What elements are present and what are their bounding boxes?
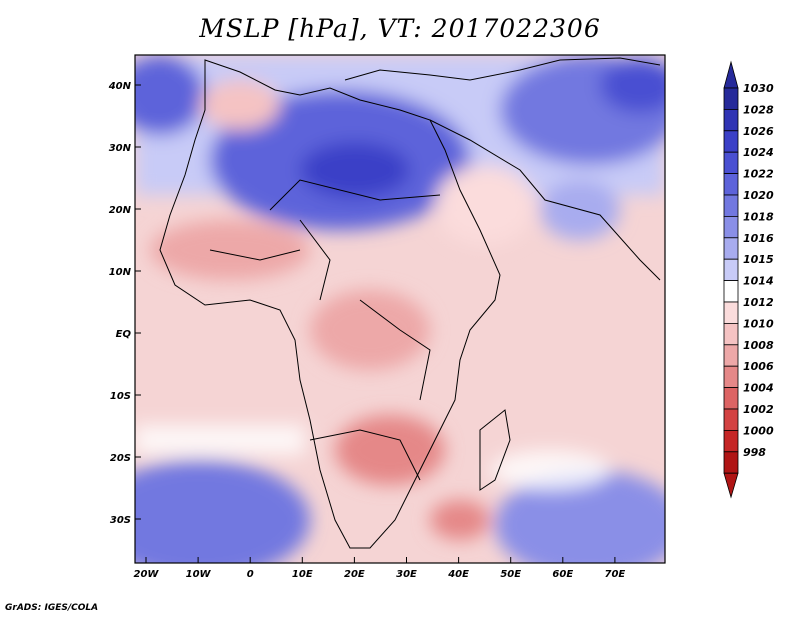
colorbar-swatch bbox=[723, 365, 739, 389]
lon-label: 20E bbox=[344, 569, 365, 580]
colorbar-label: 1024 bbox=[743, 146, 774, 159]
colorbar-swatch bbox=[723, 109, 739, 132]
colorbar-label: 1010 bbox=[743, 317, 774, 330]
lon-label: 10W bbox=[186, 569, 212, 580]
colorbar-label: 1028 bbox=[743, 103, 774, 116]
lon-label: 0 bbox=[247, 569, 254, 580]
colorbar-label: 1000 bbox=[743, 424, 774, 437]
colorbar-swatch bbox=[723, 322, 739, 346]
longitude-labels: 20W 10W 0 10E 20E 30E 40E 50E 60E 70E bbox=[134, 569, 626, 580]
colorbar-swatch bbox=[723, 151, 739, 174]
pressure-field bbox=[135, 55, 665, 563]
colorbar-label: 1004 bbox=[743, 382, 774, 395]
colorbar-bottom-arrow bbox=[723, 472, 739, 499]
lon-label: 10E bbox=[292, 569, 313, 580]
lat-label: 10S bbox=[110, 391, 131, 402]
lon-label: 20W bbox=[134, 569, 160, 580]
colorbar-swatch bbox=[723, 237, 739, 260]
lat-label: 10N bbox=[109, 267, 132, 278]
colorbar-swatch bbox=[723, 344, 739, 367]
colorbar-swatch bbox=[723, 387, 739, 410]
colorbar-label: 1016 bbox=[743, 232, 774, 245]
map-title: MSLP [hPa], VT: 2017022306 bbox=[199, 14, 601, 43]
axis-ticks bbox=[135, 84, 616, 563]
colorbar-label: 1030 bbox=[743, 82, 774, 95]
lat-label: 30S bbox=[110, 515, 131, 526]
lat-label: 30N bbox=[109, 143, 132, 154]
colorbar-top-arrow bbox=[723, 60, 739, 89]
colorbar-label: 1015 bbox=[743, 253, 774, 266]
colorbar-label: 1014 bbox=[743, 275, 774, 288]
colorbar-swatch bbox=[723, 173, 739, 196]
colorbar-label: 1008 bbox=[743, 339, 774, 352]
lon-label: 60E bbox=[552, 569, 573, 580]
colorbar-label: 1022 bbox=[743, 168, 774, 181]
credit-text: GrADS: IGES/COLA bbox=[5, 603, 99, 613]
colorbar-swatch bbox=[723, 301, 739, 324]
colorbar-swatch bbox=[723, 215, 739, 239]
map-frame bbox=[134, 54, 666, 564]
colorbar-swatch bbox=[723, 258, 739, 282]
lat-label: 40N bbox=[108, 81, 132, 92]
lon-label: 40E bbox=[447, 569, 469, 580]
lon-label: 30E bbox=[396, 569, 417, 580]
lat-label: EQ bbox=[116, 329, 132, 340]
lat-label: 20N bbox=[109, 205, 132, 216]
colorbar: 1030 1028 1026 1024 1022 1020 1018 1016 1015 1014… bbox=[723, 60, 774, 499]
lon-label: 70E bbox=[605, 569, 626, 580]
colorbar-label: 1020 bbox=[743, 189, 774, 202]
colorbar-swatch bbox=[723, 429, 739, 453]
colorbar-swatch bbox=[723, 280, 739, 303]
colorbar-label: 1006 bbox=[743, 360, 774, 373]
colorbar-label: 1026 bbox=[743, 125, 774, 138]
colorbar-swatch bbox=[723, 408, 739, 431]
latitude-labels: 40N 30N 20N 10N EQ 10S 20S 30S bbox=[108, 81, 132, 526]
lat-label: 20S bbox=[110, 453, 131, 464]
colorbar-label: 1018 bbox=[743, 210, 774, 223]
colorbar-label: 1012 bbox=[743, 296, 774, 309]
colorbar-swatch bbox=[723, 130, 739, 153]
coastlines bbox=[159, 57, 661, 549]
colorbar-label: 998 bbox=[743, 446, 766, 459]
colorbar-swatch bbox=[723, 451, 739, 474]
colorbar-swatch bbox=[723, 87, 739, 110]
colorbar-label: 1002 bbox=[743, 403, 774, 416]
lon-label: 50E bbox=[500, 569, 521, 580]
colorbar-swatch bbox=[723, 194, 739, 217]
